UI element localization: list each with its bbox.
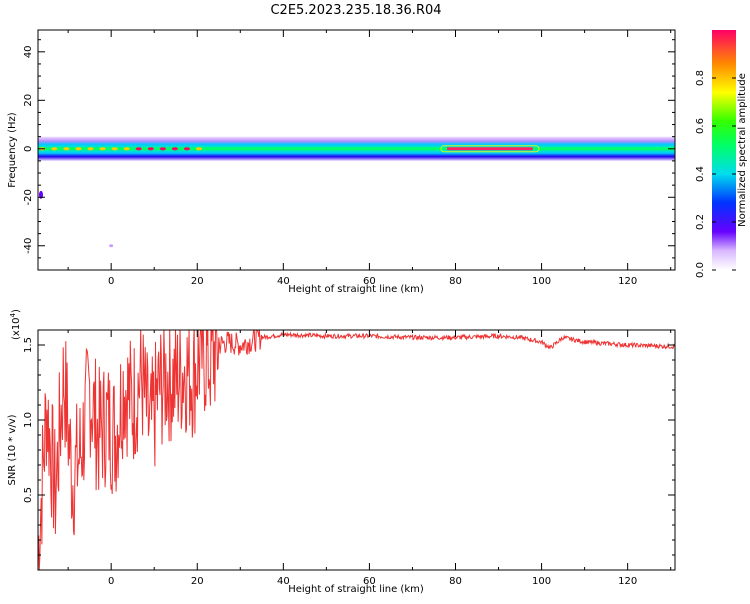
snr-ylabel: SNR (10 * v/v) <box>7 414 18 485</box>
snr-xlabel: Height of straight line (km) <box>288 584 424 595</box>
spectral-hotspot <box>159 147 166 151</box>
spectrogram-frame <box>37 29 676 271</box>
x-tick-label: 0 <box>108 276 114 287</box>
x-tick-label: 40 <box>277 576 290 587</box>
colorbar-label: Normalized spectral amplitude <box>737 73 748 227</box>
snr-ticks: 0 20 40 60 80 100 120 1.5 1.0 0.5 <box>23 330 675 587</box>
spectrogram-heatmap <box>38 136 675 248</box>
spectrogram-xlabel: Height of straight line (km) <box>288 284 424 295</box>
x-tick-label: 60 <box>363 576 376 587</box>
snr-multiplier-exp: 4 <box>9 312 17 317</box>
y-tick-label: 0 <box>23 146 34 152</box>
colorbar-tick-label: 0.8 <box>695 70 706 86</box>
colorbar-tick-label: 0.2 <box>695 214 706 230</box>
spectral-hotspot <box>123 147 130 151</box>
colorbar-tick-label: 0.0 <box>695 262 706 278</box>
snr-multiplier: (x104) <box>9 309 22 340</box>
y-tick-label: 40 <box>23 45 34 58</box>
x-tick-label: 80 <box>449 576 462 587</box>
spectral-hotspot <box>111 147 118 151</box>
y-tick-label: -40 <box>23 238 34 254</box>
x-tick-label: 100 <box>532 576 551 587</box>
spectrogram-ticks: 0 20 40 60 80 100 120 40 20 0 -20 -40 <box>23 30 675 287</box>
y-tick-label: 1.0 <box>23 412 34 428</box>
colorbar-tick-label: 0.4 <box>695 166 706 182</box>
spectral-hotspot <box>171 147 178 151</box>
snr-series-line <box>38 330 675 570</box>
spectrogram-ylabel: Frequency (Hz) <box>7 112 18 188</box>
spectral-band-ridge <box>38 147 675 151</box>
y-tick-label: 20 <box>23 94 34 107</box>
spectral-stray-blob <box>109 244 114 248</box>
figure-title: C2E5.2023.235.18.36.R04 <box>270 3 441 18</box>
x-tick-label: 100 <box>532 276 551 287</box>
snr-multiplier-close: ) <box>11 309 22 313</box>
spectral-peak-region <box>446 147 533 151</box>
x-tick-label: 20 <box>191 576 204 587</box>
x-tick-label: 120 <box>618 576 637 587</box>
colorbar-gradient <box>712 30 736 270</box>
spectral-hotspot <box>135 147 142 151</box>
x-tick-label: 120 <box>618 276 637 287</box>
spectral-hotspot <box>87 147 94 151</box>
svg-text:(x104): (x104) <box>9 309 22 340</box>
colorbar-ticks: 0.0 0.2 0.4 0.6 0.8 <box>695 70 736 278</box>
x-tick-label: 60 <box>363 276 376 287</box>
y-tick-label: -20 <box>23 189 34 205</box>
y-tick-label: 1.5 <box>23 337 34 353</box>
x-tick-label: 40 <box>277 276 290 287</box>
spectral-hotspot <box>63 147 70 151</box>
spectral-peak-halo <box>440 145 540 153</box>
x-tick-label: 20 <box>191 276 204 287</box>
x-tick-label: 0 <box>108 576 114 587</box>
y-tick-label: 0.5 <box>23 487 34 503</box>
colorbar-tick-label: 0.6 <box>695 118 706 134</box>
spectral-hotspot <box>183 147 190 151</box>
snr-panel: 0 20 40 60 80 100 120 1.5 1.0 0.5 Height of strai… <box>7 309 676 595</box>
spectral-hotspot <box>75 147 82 151</box>
colorbar: 0.0 0.2 0.4 0.6 0.8 Normalized spectral ampl… <box>695 30 748 278</box>
spectrogram-panel: 0 20 40 60 80 100 120 40 20 0 -20 -40 Height of str… <box>7 29 676 295</box>
spectral-hotspot <box>147 147 154 151</box>
spectral-hotspot <box>51 147 58 151</box>
snr-multiplier-base: (x10 <box>11 317 22 340</box>
spectral-hotspot <box>99 147 106 151</box>
x-tick-label: 80 <box>449 276 462 287</box>
spectral-hotspot <box>195 147 202 151</box>
